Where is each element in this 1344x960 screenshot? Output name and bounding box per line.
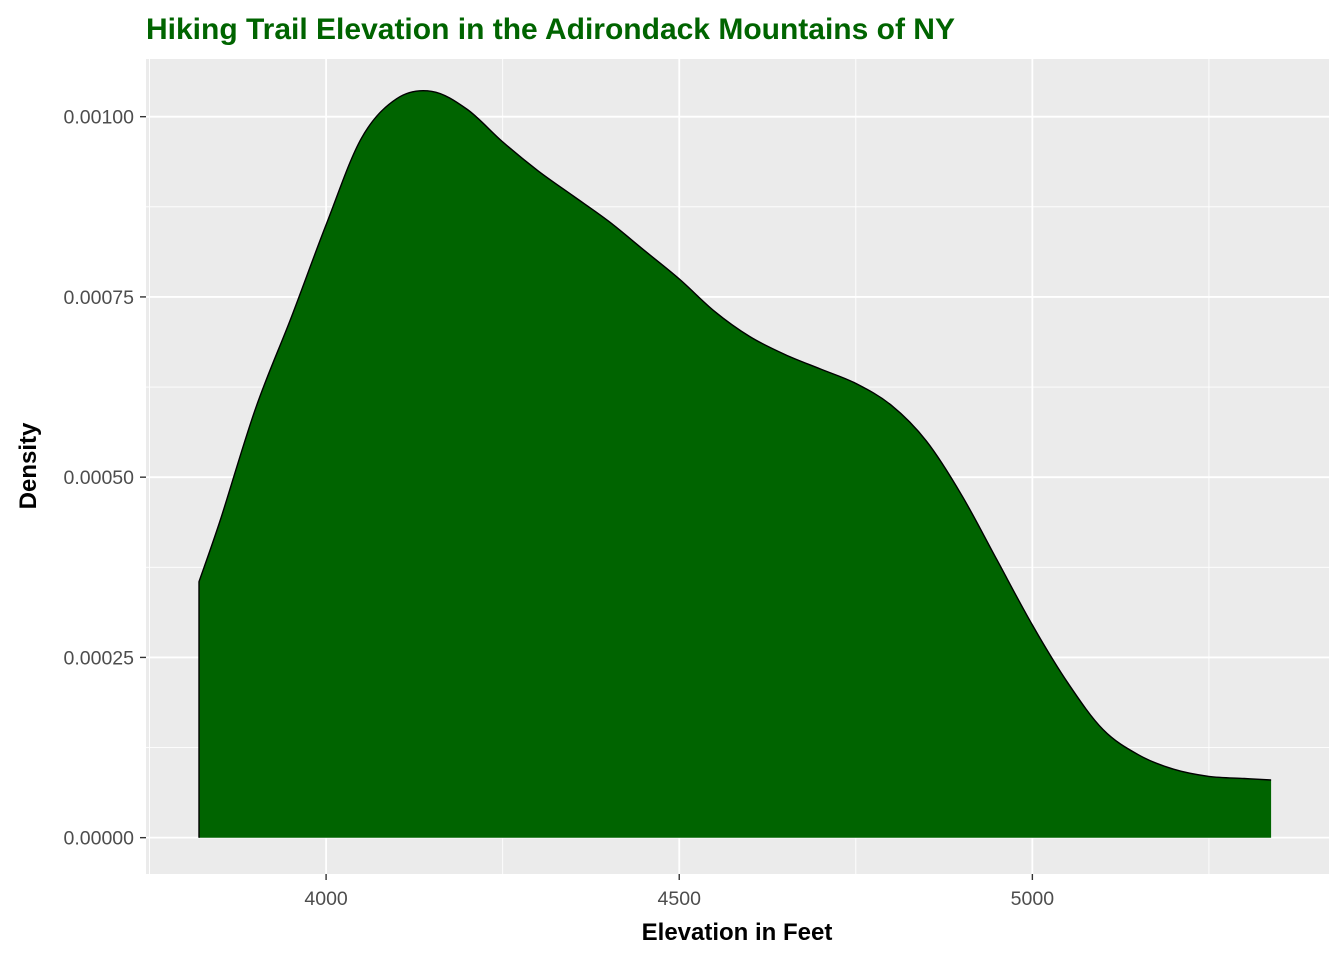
x-tick-label: 4500: [658, 888, 702, 910]
x-tick-label: 5000: [1011, 888, 1055, 910]
tick-labels: 4000 4500 5000 0.00000 0.00025 0.00050 0.00075…: [64, 107, 1055, 910]
y-tick-label: 0.00000: [64, 828, 135, 850]
x-tick-label: 4000: [304, 888, 348, 910]
y-tick-label: 0.00075: [64, 287, 135, 309]
density-area: [199, 90, 1272, 838]
density-outline: [198, 89, 1272, 838]
y-tick-label: 0.00025: [64, 647, 135, 669]
density-area-layer: [198, 89, 1272, 838]
y-tick-label: 0.00050: [64, 467, 135, 489]
axis-ticks: [140, 115, 1034, 880]
y-tick-label: 0.00100: [64, 107, 135, 129]
x-axis-title: Elevation in Feet: [642, 919, 833, 946]
y-axis-title: Density: [15, 422, 42, 509]
chart-title: Hiking Trail Elevation in the Adirondack…: [146, 13, 955, 46]
